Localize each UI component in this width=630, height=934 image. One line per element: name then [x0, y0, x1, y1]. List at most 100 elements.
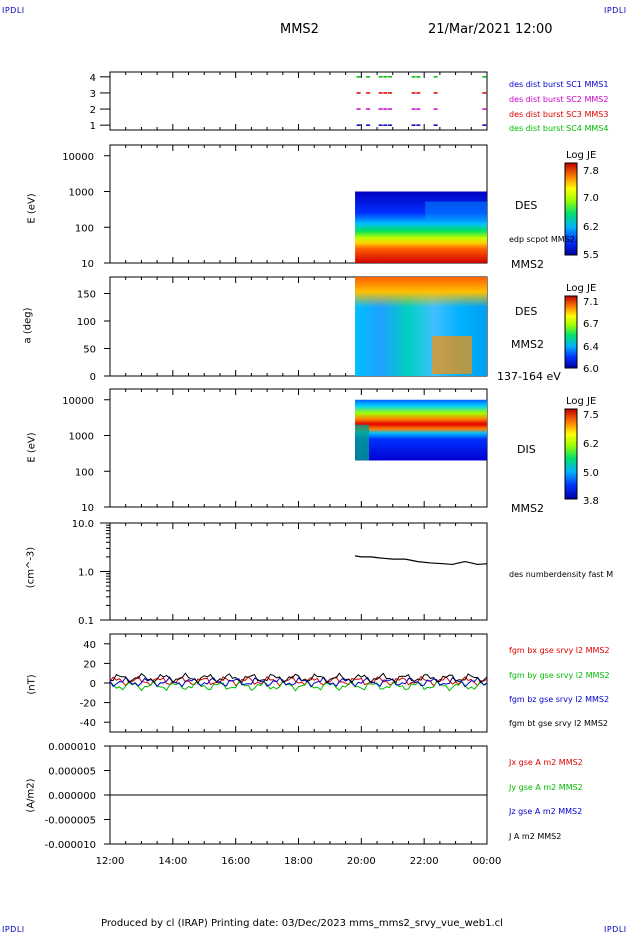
panel3-colorbar-title: Log JE — [566, 283, 597, 294]
legend-jy: Jy gse A m2 MMS2 — [509, 783, 583, 792]
panel1-ytick-label: 4 — [90, 73, 96, 84]
panel3-energy-label: 137-164 eV — [497, 370, 561, 383]
panel3-ytick-label: 0 — [90, 372, 96, 383]
panel2-ytick-label: 10 — [81, 259, 94, 270]
panel6-line-2 — [109, 680, 488, 692]
panel2-scpot-label: edp scpot MMS2 — [509, 235, 575, 244]
panel4-ytick-label: 1000 — [69, 432, 94, 443]
panel5-density-line — [354, 555, 488, 566]
legend-jx: Jx gse A m2 MMS2 — [509, 758, 583, 767]
panel6-line-4 — [109, 672, 488, 684]
panel3-sc-label: MMS2 — [511, 338, 544, 351]
panel4-ytick-label: 10 — [81, 503, 94, 514]
panel2-colorbar-tick-2: 7.0 — [583, 193, 599, 204]
panel4-colorbar — [564, 408, 578, 500]
panel7-ylabel: (A/m2) — [25, 778, 37, 813]
panel5-ytick-label: 1.0 — [78, 568, 94, 579]
panel2-colorbar-title: Log JE — [566, 150, 597, 161]
panel5-ytick-label: 0.1 — [78, 616, 94, 627]
panel2-colorbar-tick-1: 7.8 — [583, 166, 599, 177]
panel2-ytick-label: 10000 — [62, 152, 94, 163]
panel4-sc-label: MMS2 — [511, 502, 544, 515]
corner-label-top-left: IPDLI — [2, 6, 25, 15]
panel1-frame — [109, 71, 488, 131]
panel3-ylabel: a (deg) — [22, 307, 34, 344]
panel3-spectrogram-feature — [432, 336, 472, 374]
xtick-label: 20:00 — [347, 856, 376, 867]
panel2-ytick-label: 1000 — [69, 188, 94, 199]
legend-fgm-bx: fgm bx gse srvy l2 MMS2 — [509, 646, 610, 655]
panel7-ytick-label: 0.000005 — [48, 767, 96, 778]
panel2-spectrogram-feature — [425, 201, 487, 222]
legend-sc2: des dist burst SC2 MMS2 — [509, 95, 609, 104]
plot-datetime: 21/Mar/2021 12:00 — [428, 22, 553, 37]
panel3-colorbar-tick-2: 6.7 — [583, 319, 599, 330]
legend-j: J A m2 MMS2 — [509, 832, 562, 841]
xtick-label: 16:00 — [221, 856, 250, 867]
xtick-label: 00:00 — [473, 856, 502, 867]
panel6-ylabel: (nT) — [26, 674, 38, 695]
legend-sc3: des dist burst SC3 MMS3 — [509, 110, 609, 119]
legend-sc4: des dist burst SC4 MMS4 — [509, 124, 609, 133]
xtick-label: 18:00 — [284, 856, 313, 867]
panel6-ytick-label: -40 — [80, 718, 96, 729]
panel4-spectrogram — [355, 399, 487, 461]
panel6-ytick-label: 20 — [83, 659, 96, 670]
panel7-ytick-label: 0.000010 — [48, 742, 96, 753]
panel2-colorbar — [564, 162, 578, 256]
xtick-label: 12:00 — [96, 856, 125, 867]
panel2-instrument-label: DES — [515, 199, 538, 212]
panel4-colorbar-tick-1: 7.5 — [583, 410, 599, 421]
corner-label-bottom-left: IPDLI — [2, 925, 25, 934]
plot-title: MMS2 — [280, 22, 319, 37]
panel3-ytick-label: 150 — [77, 290, 96, 301]
panel4-instrument-label: DIS — [517, 443, 536, 456]
panel6-ytick-label: -20 — [80, 699, 96, 710]
panel2-ylabel: E (eV) — [26, 193, 38, 224]
legend-fgm-bt: fgm bt gse srvy l2 MMS2 — [509, 719, 608, 728]
panel4-colorbar-tick-2: 6.2 — [583, 439, 599, 450]
panel2-ytick-label: 100 — [75, 223, 94, 234]
footer-credits: Produced by cl (IRAP) Printing date: 03/… — [101, 918, 503, 929]
panel4-colorbar-tick-3: 5.0 — [583, 468, 599, 479]
panel6-ytick-label: 0 — [90, 679, 96, 690]
panel3-ytick-label: 100 — [77, 317, 96, 328]
panel5-legend: des numberdensity fast M — [509, 570, 614, 579]
panel2-sc-label: MMS2 — [511, 258, 544, 271]
panel3-colorbar-tick-3: 6.4 — [583, 342, 599, 353]
xtick-label: 14:00 — [158, 856, 187, 867]
panel4-spectrogram-feature — [355, 424, 370, 461]
panel5-ylabel: (cm^-3) — [25, 546, 37, 589]
panel7-ytick-label: 0.000000 — [48, 791, 96, 802]
panel7-ytick-label: -0.000005 — [45, 816, 96, 827]
panel2-spectrogram — [355, 191, 487, 263]
panel3-ytick-label: 50 — [83, 345, 96, 356]
panel1-ytick-label: 2 — [90, 105, 96, 116]
panel3-instrument-label: DES — [515, 305, 538, 318]
panel3-spectrogram-feature — [355, 277, 487, 307]
corner-label-bottom-right: IPDLI — [604, 925, 627, 934]
legend-jz: Jz gse A m2 MMS2 — [509, 807, 583, 816]
panel3-colorbar-tick-1: 7.1 — [583, 297, 599, 308]
panel4-ytick-label: 10000 — [62, 396, 94, 407]
legend-sc1: des dist burst SC1 MMS1 — [509, 80, 609, 89]
corner-label-top-right: IPDLI — [604, 6, 627, 15]
panel4-colorbar-tick-4: 3.8 — [583, 496, 599, 507]
legend-fgm-bz: fgm bz gse srvy l2 MMS2 — [509, 695, 610, 704]
panel5-frame — [109, 522, 488, 621]
panel4-ytick-label: 100 — [75, 467, 94, 478]
panel6-ytick-label: 40 — [83, 640, 96, 651]
panel7-ytick-label: -0.000010 — [45, 840, 96, 851]
panel2-colorbar-tick-3: 6.2 — [583, 222, 599, 233]
panel5-ytick-label: 10.0 — [72, 519, 94, 530]
panel1-ytick-label: 1 — [90, 121, 96, 132]
legend-fgm-by: fgm by gse srvy l2 MMS2 — [509, 671, 610, 680]
panel1-ytick-label: 3 — [90, 89, 96, 100]
panel3-colorbar-tick-4: 6.0 — [583, 364, 599, 375]
panel4-colorbar-title: Log JE — [566, 396, 597, 407]
panel4-ylabel: E (eV) — [26, 432, 38, 463]
panel3-colorbar — [564, 295, 578, 369]
panel2-colorbar-tick-4: 5.5 — [583, 250, 599, 261]
xtick-label: 22:00 — [410, 856, 439, 867]
